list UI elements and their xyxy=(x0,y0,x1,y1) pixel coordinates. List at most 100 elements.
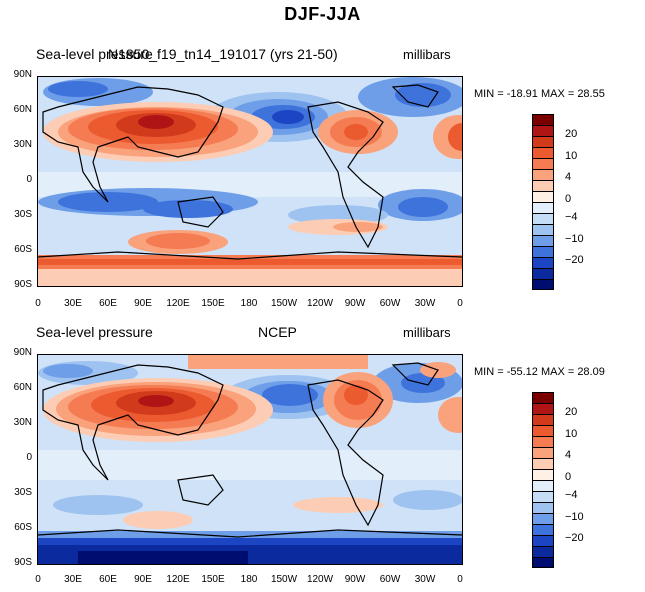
lat-label: 0 xyxy=(26,174,32,185)
colorbar-swatch xyxy=(532,191,554,202)
colorbar-label: 0 xyxy=(565,193,572,205)
lat-label: 60N xyxy=(13,382,32,393)
lat-label: 30N xyxy=(13,417,32,428)
colorbar-label: −20 xyxy=(565,532,584,544)
colorbar-swatch xyxy=(532,535,554,546)
map-plot-ncep xyxy=(37,354,463,565)
colorbar-swatch xyxy=(532,436,554,447)
colorbar-swatch xyxy=(532,414,554,425)
lon-label: 60W xyxy=(379,574,401,585)
colorbar-label: −20 xyxy=(565,254,584,266)
lon-label: 30E xyxy=(64,298,82,309)
colorbar-swatch xyxy=(532,136,554,147)
lon-label: 0 xyxy=(35,574,41,585)
colorbar-label: 10 xyxy=(565,150,578,162)
map-plot-model xyxy=(37,76,463,287)
lat-label: 60S xyxy=(14,522,32,533)
panel-model-label: NCEP xyxy=(258,324,297,340)
colorbar-label: −10 xyxy=(565,511,584,523)
panel-variable-label: Sea-level pressure xyxy=(36,324,153,340)
colorbar-swatch xyxy=(532,524,554,535)
colorbar-label: −4 xyxy=(565,489,578,501)
min-max-stats: MIN = -18.91 MAX = 28.55 xyxy=(474,88,605,100)
lon-label: 0 xyxy=(457,574,463,585)
colorbar-label: 4 xyxy=(565,449,572,461)
lat-label: 90S xyxy=(14,279,32,290)
lon-label: 120W xyxy=(306,298,334,309)
colorbar-swatch xyxy=(532,180,554,191)
colorbar-swatch xyxy=(532,202,554,213)
lon-label: 90W xyxy=(344,574,366,585)
lon-label: 180 xyxy=(240,574,258,585)
lat-label: 30N xyxy=(13,139,32,150)
colorbar-swatch xyxy=(532,480,554,491)
lon-label: 60E xyxy=(99,574,117,585)
lon-label: 120E xyxy=(166,298,190,309)
panel-model-label: N1850_f19_tn14_191017 (yrs 21-50) xyxy=(108,46,338,62)
lon-label: 60W xyxy=(379,298,401,309)
lat-label: 30S xyxy=(14,487,32,498)
colorbar-swatch xyxy=(532,235,554,246)
colorbar-swatch xyxy=(532,213,554,224)
colorbar-swatch xyxy=(532,279,554,290)
lon-label: 0 xyxy=(35,298,41,309)
colorbar-swatch xyxy=(532,158,554,169)
min-max-stats: MIN = -55.12 MAX = 28.09 xyxy=(474,366,605,378)
colorbar-swatch xyxy=(532,114,554,125)
lat-label: 0 xyxy=(26,452,32,463)
lon-label: 150E xyxy=(201,574,225,585)
panel-units-label: millibars xyxy=(403,47,451,62)
colorbar-swatch xyxy=(532,447,554,458)
lon-label: 120E xyxy=(166,574,190,585)
figure-title: DJF-JJA xyxy=(284,4,361,24)
lon-label: 150W xyxy=(270,298,298,309)
panel-units-label: millibars xyxy=(403,325,451,340)
colorbar-swatch xyxy=(532,458,554,469)
colorbar-label: 4 xyxy=(565,171,572,183)
lat-label: 90N xyxy=(13,347,32,358)
lon-label: 90W xyxy=(344,298,366,309)
colorbar-swatch xyxy=(532,392,554,403)
lat-label: 90N xyxy=(13,69,32,80)
lat-label: 90S xyxy=(14,557,32,568)
colorbar-swatch xyxy=(532,257,554,268)
lon-label: 30W xyxy=(414,574,436,585)
colorbar-swatch xyxy=(532,125,554,136)
lon-label: 120W xyxy=(306,574,334,585)
colorbar-label: 10 xyxy=(565,428,578,440)
colorbar-swatch xyxy=(532,546,554,557)
colorbar-swatch xyxy=(532,268,554,279)
lon-label: 150E xyxy=(201,298,225,309)
colorbar-swatch xyxy=(532,513,554,524)
lon-label: 90E xyxy=(134,298,152,309)
colorbar-label: 0 xyxy=(565,471,572,483)
colorbar-swatch xyxy=(532,469,554,480)
lon-label: 90E xyxy=(134,574,152,585)
lon-label: 60E xyxy=(99,298,117,309)
colorbar-swatch xyxy=(532,147,554,158)
colorbar-label: −10 xyxy=(565,233,584,245)
panel-observation: Sea-level pressure NCEP millibars xyxy=(0,322,645,592)
colorbar xyxy=(532,392,554,568)
lat-label: 60N xyxy=(13,104,32,115)
colorbar-swatch xyxy=(532,557,554,568)
colorbar-label: −4 xyxy=(565,211,578,223)
lon-label: 0 xyxy=(457,298,463,309)
lon-label: 180 xyxy=(240,298,258,309)
colorbar-swatch xyxy=(532,403,554,414)
lon-label: 30W xyxy=(414,298,436,309)
lon-label: 30E xyxy=(64,574,82,585)
colorbar-swatch xyxy=(532,246,554,257)
colorbar-swatch xyxy=(532,224,554,235)
colorbar-label: 20 xyxy=(565,406,578,418)
colorbar xyxy=(532,114,554,290)
lon-label: 150W xyxy=(270,574,298,585)
lat-label: 30S xyxy=(14,209,32,220)
colorbar-swatch xyxy=(532,169,554,180)
colorbar-swatch xyxy=(532,502,554,513)
colorbar-swatch xyxy=(532,491,554,502)
panel-model: Sea-level pressure N1850_f19_tn14_191017… xyxy=(0,44,645,314)
lat-label: 60S xyxy=(14,244,32,255)
colorbar-label: 20 xyxy=(565,128,578,140)
colorbar-swatch xyxy=(532,425,554,436)
